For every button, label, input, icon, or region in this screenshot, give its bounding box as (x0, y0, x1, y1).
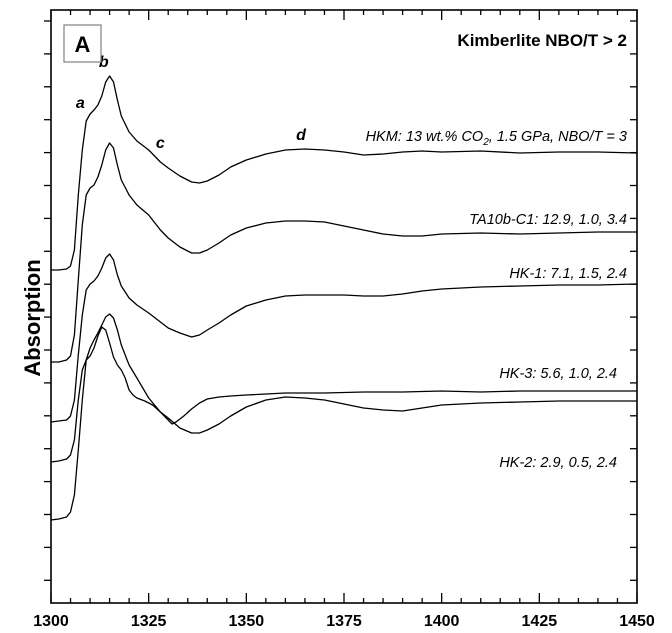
series-label-hk-3: HK-3: 5.6, 1.0, 2.4 (499, 366, 617, 382)
series-labels: HKM: 13 wt.% CO2, 1.5 GPa, NBO/T = 3 TA10… (366, 129, 627, 471)
series-line-hk-3 (50, 326, 637, 463)
feature-label-b: b (99, 54, 109, 71)
series-label-hk-2: HK-2: 2.9, 0.5, 2.4 (499, 455, 617, 471)
series-line-hk-2 (50, 313, 637, 521)
x-tick-label: 1350 (229, 613, 265, 630)
x-tick-label: 1375 (326, 613, 362, 630)
x-tick-label: 1325 (131, 613, 167, 630)
x-tick-label: 1425 (522, 613, 558, 630)
x-tick-label: 1400 (424, 613, 460, 630)
feature-label-d: d (296, 127, 307, 144)
chart-title: Kimberlite NBO/T > 2 (457, 31, 627, 50)
series-label-hkm: HKM: 13 wt.% CO2, 1.5 GPa, NBO/T = 3 (366, 129, 627, 148)
series-group (50, 75, 638, 521)
series-line-ta10b-c1 (51, 142, 637, 363)
panel-label: A (75, 32, 91, 57)
feature-labels: a b c d (76, 54, 307, 152)
series-line-hk-1 (50, 253, 638, 423)
series-label-hk-1: HK-1: 7.1, 1.5, 2.4 (509, 266, 627, 282)
feature-label-a: a (76, 95, 85, 112)
x-tick-label: 1300 (33, 613, 69, 630)
x-tick-label: 1450 (619, 613, 655, 630)
y-axis-label: Absorption (20, 259, 45, 376)
x-ticks: 1300 1325 1350 1375 1400 1425 1450 (33, 10, 655, 630)
series-line-hkm (51, 75, 638, 271)
feature-label-c: c (156, 135, 165, 152)
panel-label-box (63, 24, 102, 63)
series-label-ta10b-c1: TA10b-C1: 12.9, 1.0, 3.4 (469, 212, 627, 228)
